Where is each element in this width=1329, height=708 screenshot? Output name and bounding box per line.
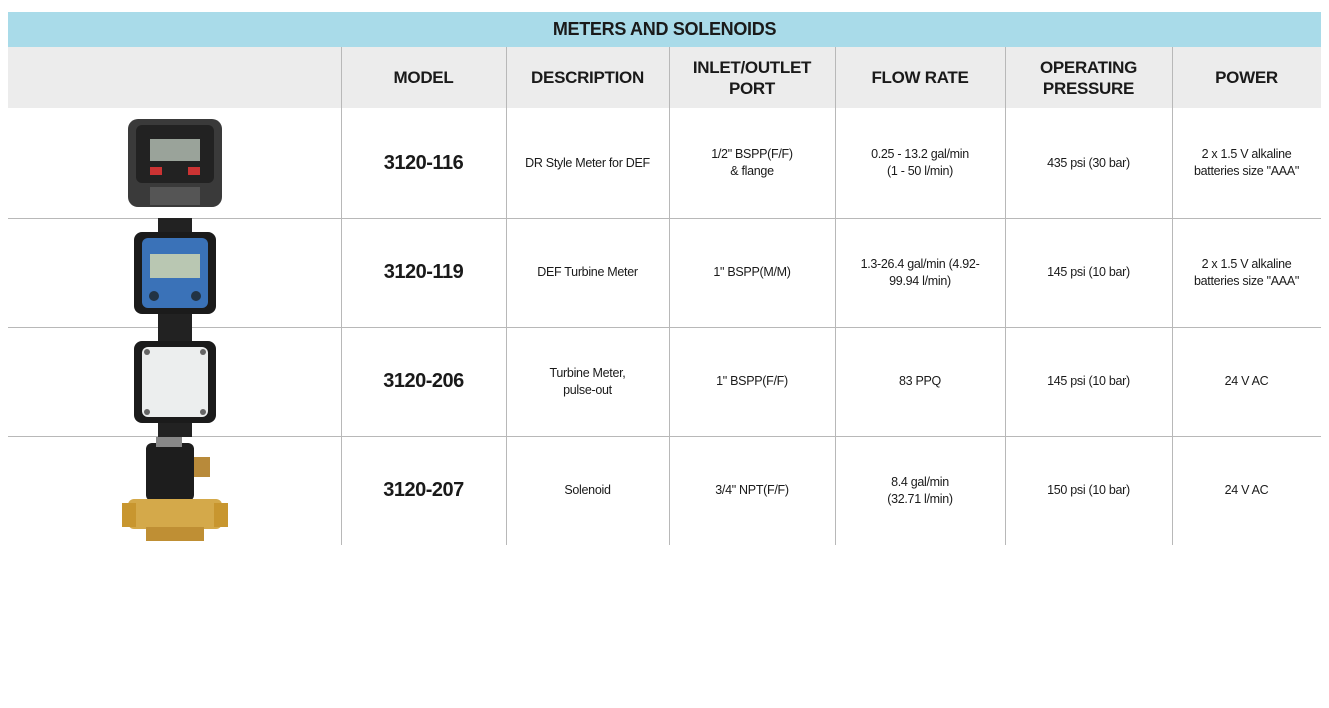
column-header: MODEL [393, 68, 454, 87]
table-cell: 1/2" BSPP(F/F) & flange [711, 147, 793, 178]
table-cell: 2 x 1.5 V alkaline batteries size "AAA" [1193, 256, 1299, 288]
column-divider [1005, 47, 1006, 545]
column-header: DESCRIPTION [531, 68, 644, 87]
table-cell: Solenoid [564, 483, 611, 497]
table-cell: 3/4" NPT(F/F) [715, 483, 789, 497]
product-image [8, 217, 341, 328]
product-image [8, 108, 341, 218]
table-cell: 1" BSPP(F/F) [716, 374, 788, 388]
column-header: INLET/OUTLET PORT [692, 57, 812, 98]
column-divider [1172, 47, 1173, 545]
table-cell: 83 PPQ [899, 374, 941, 388]
column-header: OPERATING PRESSURE [1039, 57, 1138, 98]
header-row [8, 47, 1321, 108]
table-cell: DEF Turbine Meter [537, 265, 638, 279]
row-divider [8, 327, 1321, 328]
column-divider [341, 47, 342, 545]
table-cell: 24 V AC [1224, 483, 1269, 497]
column-header: POWER [1215, 68, 1278, 87]
model-number: 3120-207 [383, 479, 464, 501]
model-number: 3120-116 [383, 151, 464, 174]
table-cell: Turbine Meter, pulse-out [549, 365, 626, 397]
column-divider [669, 47, 670, 545]
product-image [8, 436, 341, 545]
table-cell: 435 psi (30 bar) [1047, 155, 1130, 170]
table-cell: 1" BSPP(M/M) [713, 265, 791, 279]
model-number: 3120-206 [383, 370, 464, 392]
model-number: 3120-119 [383, 261, 464, 283]
column-divider [835, 47, 836, 545]
table-cell: 145 psi (10 bar) [1047, 374, 1130, 388]
table-cell: 1.3-26.4 gal/min (4.92- 99.94 l/min) [860, 256, 980, 288]
table-title: METERS AND SOLENOIDS [8, 12, 1321, 47]
row-divider [8, 218, 1321, 219]
table-cell: 8.4 gal/min (32.71 l/min) [887, 474, 953, 506]
table-cell: 24 V AC [1224, 374, 1269, 388]
table-cell: 0.25 - 13.2 gal/min (1 - 50 l/min) [871, 147, 969, 178]
column-header: FLOW RATE [871, 68, 969, 87]
table-cell: 145 psi (10 bar) [1047, 265, 1130, 279]
product-image [8, 326, 341, 437]
table-cell: 2 x 1.5 V alkaline batteries size "AAA" [1193, 147, 1299, 178]
column-divider [506, 47, 507, 545]
table-cell: 150 psi (10 bar) [1047, 483, 1130, 497]
table-cell: DR Style Meter for DEF [525, 155, 650, 170]
row-divider [8, 436, 1321, 437]
